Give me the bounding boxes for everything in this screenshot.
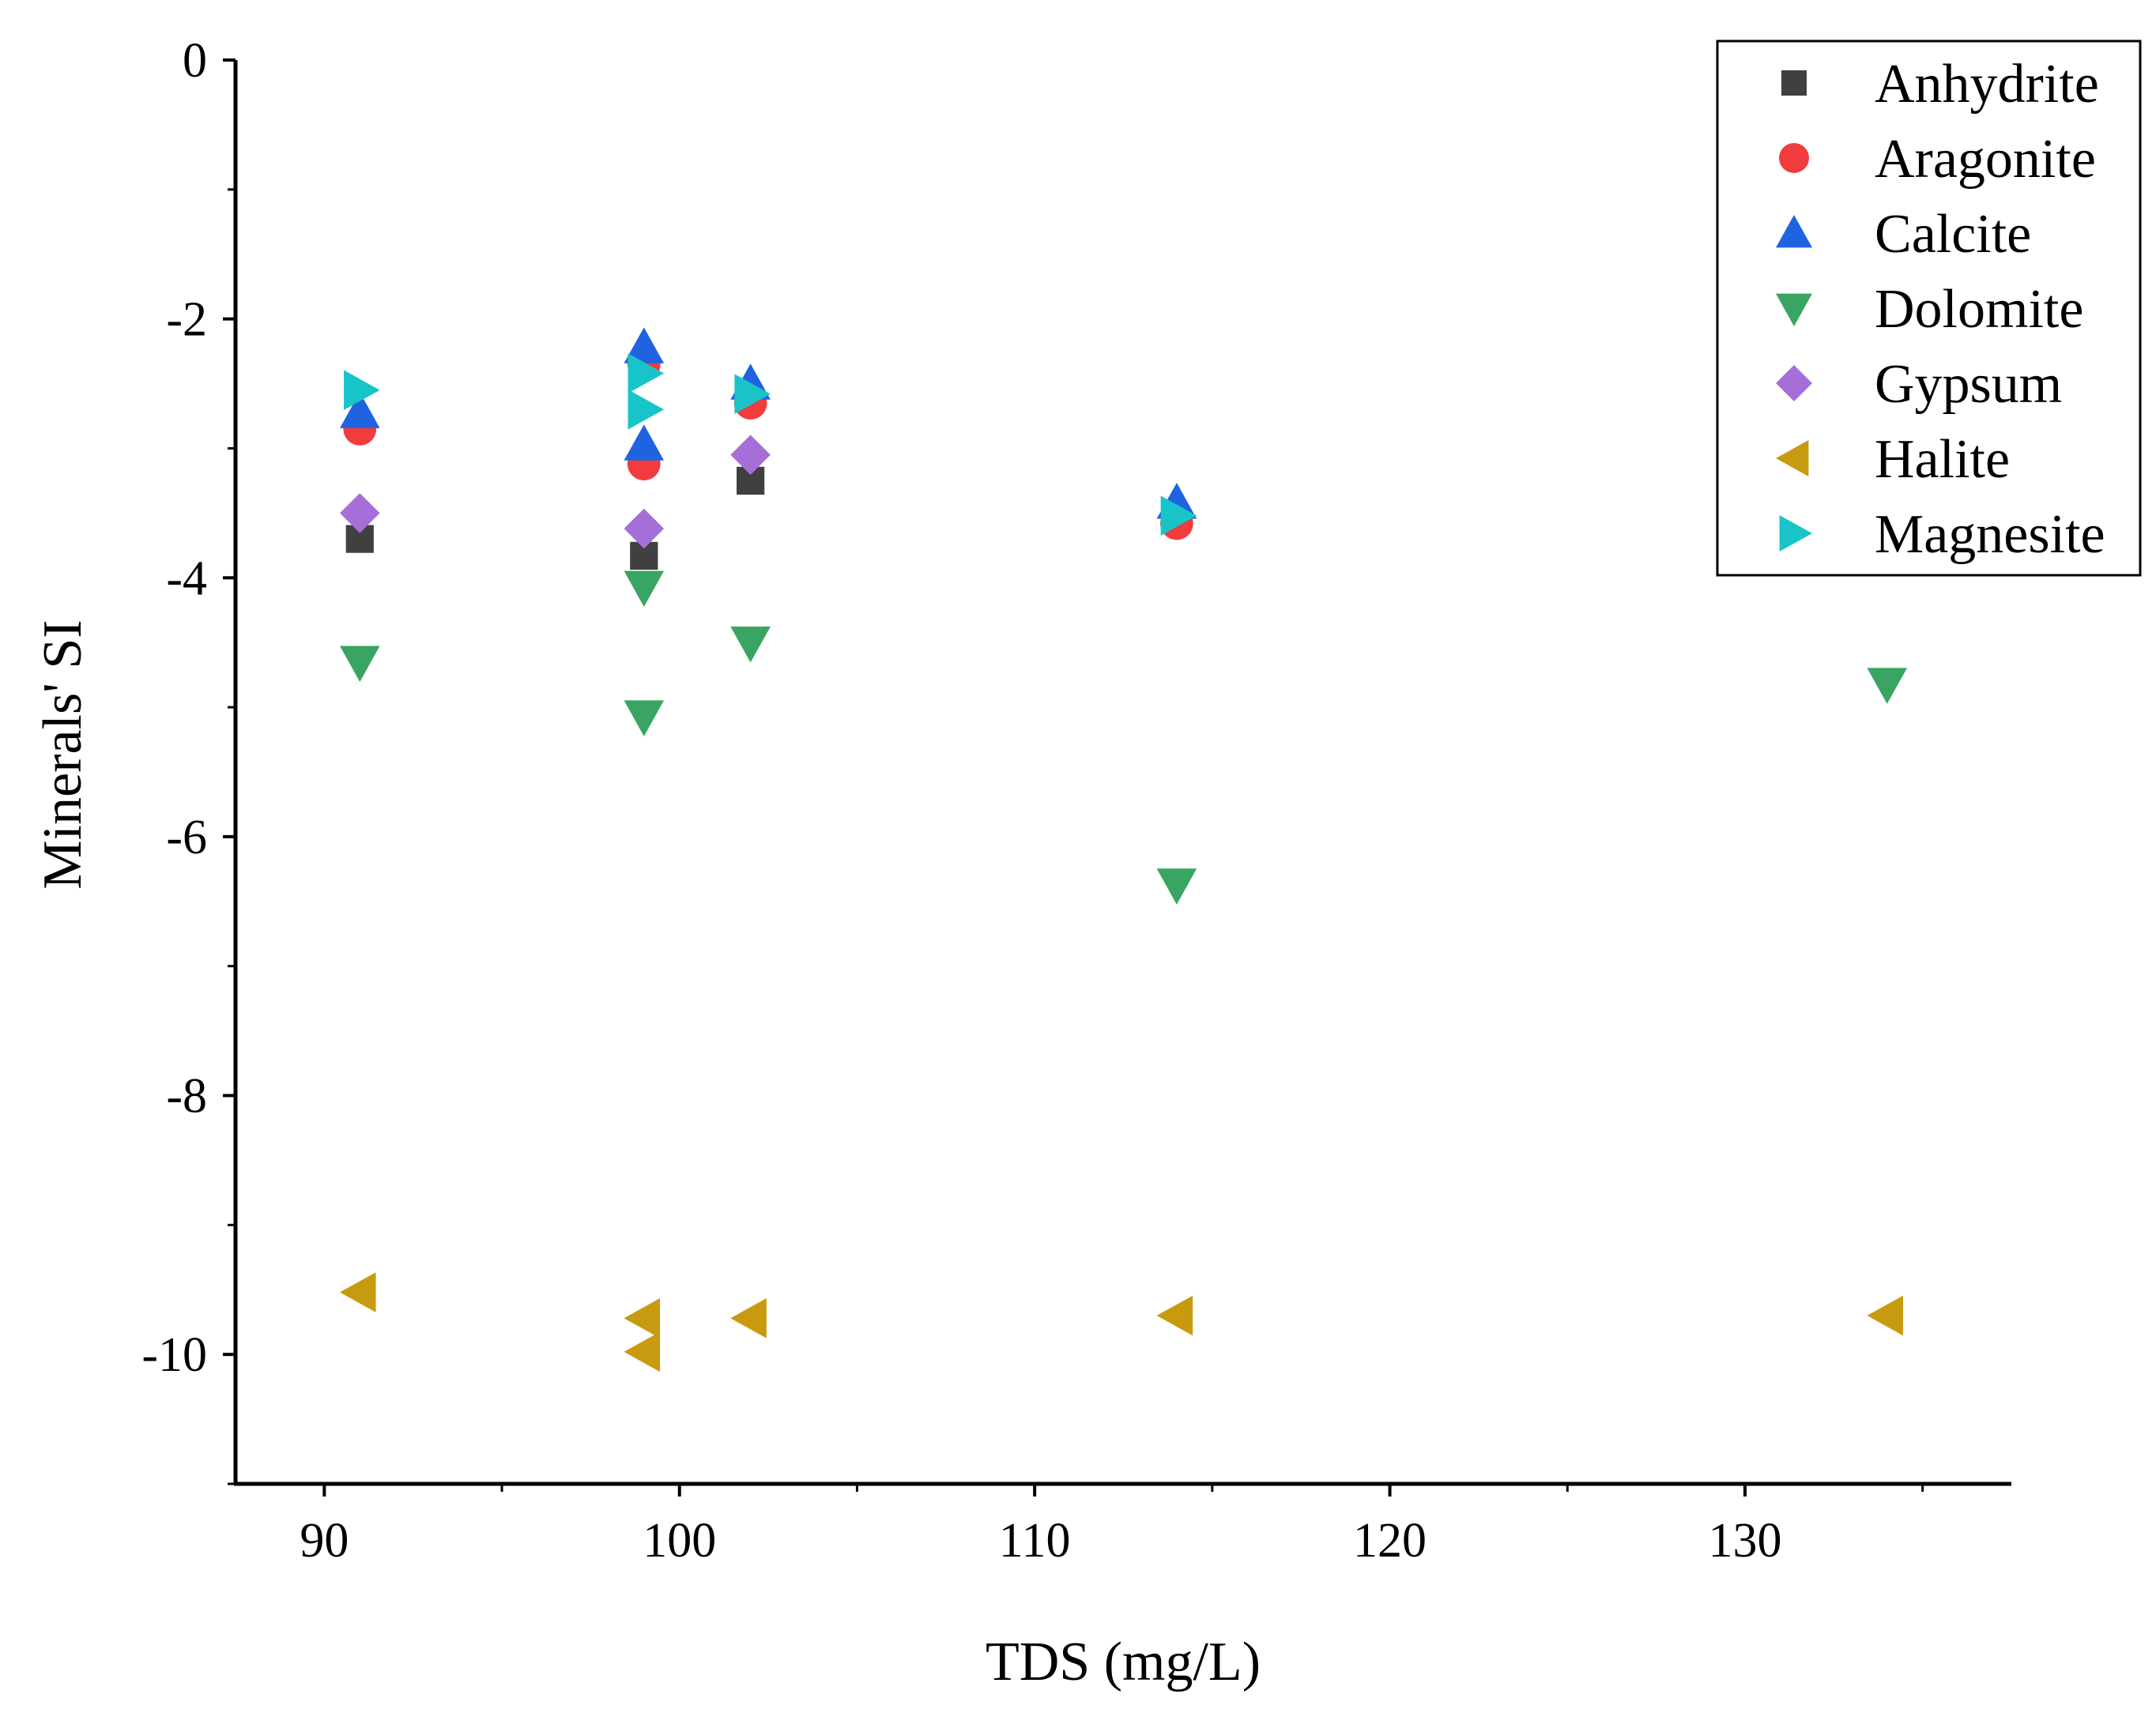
y-tick-label: -8 bbox=[166, 1070, 207, 1124]
y-tick-label: -6 bbox=[166, 811, 207, 864]
data-point-magnesite bbox=[628, 353, 665, 393]
x-tick-label: 130 bbox=[1708, 1514, 1781, 1568]
data-point-dolomite bbox=[1867, 668, 1908, 704]
legend-marker-anhydrite bbox=[1781, 70, 1807, 96]
data-point-gypsum bbox=[624, 508, 665, 549]
legend-label-halite: Halite bbox=[1875, 429, 2010, 490]
data-point-magnesite bbox=[344, 370, 380, 411]
y-tick-label: -2 bbox=[166, 293, 207, 347]
data-point-magnesite bbox=[628, 390, 665, 430]
data-point-halite bbox=[1156, 1295, 1193, 1336]
x-tick-label: 100 bbox=[643, 1514, 716, 1568]
y-tick-label: 0 bbox=[183, 34, 207, 88]
data-point-halite bbox=[339, 1272, 376, 1312]
data-point-magnesite bbox=[734, 374, 771, 414]
data-point-gypsum bbox=[730, 435, 771, 475]
data-point-calcite bbox=[624, 424, 665, 461]
x-tick-label: 90 bbox=[300, 1514, 349, 1568]
x-tick-label: 110 bbox=[999, 1514, 1071, 1568]
y-ticks: 0 -2 -4 -6 -8 -10 bbox=[141, 34, 236, 1485]
data-point-dolomite bbox=[1156, 868, 1197, 905]
axes: 90 100 110 120 130 0 -2 -4 -6 -8 -10 bbox=[141, 34, 2011, 1568]
data-point-gypsum bbox=[339, 493, 380, 533]
y-axis-label: Minerals' SI bbox=[32, 619, 93, 889]
data-point-dolomite bbox=[624, 700, 665, 736]
legend-marker-halite bbox=[1776, 440, 1809, 476]
legend-marker-dolomite bbox=[1776, 293, 1812, 326]
legend-marker-gypsum bbox=[1776, 365, 1812, 401]
legend-label-calcite: Calcite bbox=[1875, 204, 2031, 265]
data-point-halite bbox=[624, 1331, 661, 1372]
data-point-dolomite bbox=[339, 646, 380, 683]
legend-label-dolomite: Dolomite bbox=[1875, 279, 2083, 340]
legend-label-anhydrite: Anhydrite bbox=[1875, 54, 2099, 115]
x-axis-label: TDS (mg/L) bbox=[986, 1632, 1261, 1692]
data-point-halite bbox=[1867, 1295, 1903, 1336]
data-point-halite bbox=[730, 1298, 767, 1338]
data-point-calcite bbox=[624, 327, 665, 363]
legend-label-aragonite: Aragonite bbox=[1875, 129, 2096, 190]
legend-label-gypsum: Gypsum bbox=[1875, 354, 2062, 415]
legend-label-magnesite: Magnesite bbox=[1875, 504, 2105, 565]
x-tick-label: 120 bbox=[1353, 1514, 1427, 1568]
legend: Anhydrite Aragonite Calcite Dolomite Gypsum H… bbox=[1716, 40, 2142, 577]
data-point-calcite bbox=[339, 392, 380, 428]
data-point-magnesite bbox=[1160, 495, 1197, 536]
legend-marker-aragonite bbox=[1779, 143, 1809, 173]
y-tick-label: -4 bbox=[166, 552, 207, 605]
x-ticks: 90 100 110 120 130 bbox=[300, 1484, 1924, 1568]
data-point-dolomite bbox=[730, 626, 771, 663]
legend-marker-calcite bbox=[1776, 215, 1812, 248]
y-tick-label: -10 bbox=[141, 1328, 207, 1382]
data-point-halite bbox=[624, 1298, 661, 1338]
legend-marker-magnesite bbox=[1779, 515, 1812, 552]
data-point-dolomite bbox=[624, 570, 665, 608]
data-points bbox=[339, 327, 1908, 1372]
